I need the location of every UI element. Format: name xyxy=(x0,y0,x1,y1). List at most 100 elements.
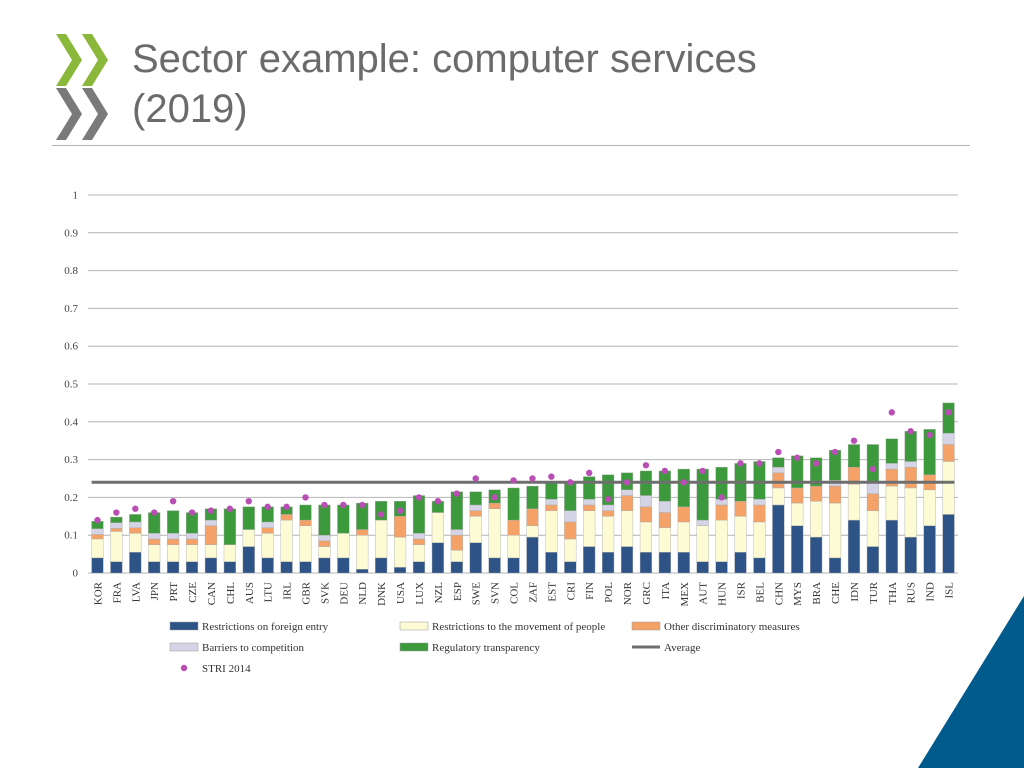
x-tick-label: LUX xyxy=(414,582,426,605)
bar-stack xyxy=(885,438,898,574)
y-tick-label: 0.5 xyxy=(64,379,78,391)
stri-2014-marker xyxy=(775,448,782,456)
bar-stack xyxy=(129,514,142,574)
x-tick-label: CRI xyxy=(565,582,577,601)
oecd-logo xyxy=(56,34,108,140)
y-tick-label: 0.1 xyxy=(64,530,78,542)
bar-segment-regulatory-transparency xyxy=(923,429,936,475)
x-tick-label: EST xyxy=(546,582,558,602)
stri-2014-marker xyxy=(794,454,801,461)
x-tick-label: JPN xyxy=(149,582,161,600)
stri-2014-marker xyxy=(510,477,517,484)
stri-2014-marker xyxy=(623,479,631,486)
x-tick-label: THA xyxy=(887,582,899,605)
legend-label: Other discriminatory measures xyxy=(664,621,800,633)
x-tick-label: COL xyxy=(509,582,521,604)
oecd-logo-green-chevron xyxy=(82,34,108,86)
stri-2014-markers xyxy=(94,409,952,524)
bar-stack xyxy=(772,457,785,574)
x-tick-label: IND xyxy=(925,582,937,602)
slide-title: Sector example: computer services (2019) xyxy=(132,37,757,131)
bar-stack xyxy=(545,482,558,574)
stri-2014-marker xyxy=(113,509,120,516)
bar-segment-regulatory-transparency xyxy=(677,468,690,508)
stri-2014-marker xyxy=(945,409,952,416)
legend-item: STRI 2014 xyxy=(180,663,251,675)
x-tick-label: MYS xyxy=(792,582,804,606)
bar-stack xyxy=(375,500,388,574)
bar-stack xyxy=(866,444,879,574)
x-tick-label: LVA xyxy=(130,582,142,602)
y-tick-label: 0.4 xyxy=(64,416,78,428)
bar-stack xyxy=(110,516,123,574)
x-tick-label: CHL xyxy=(225,582,237,604)
x-tick-label: HUN xyxy=(717,582,729,606)
x-tick-label: ISR xyxy=(736,581,748,599)
stri-2014-marker xyxy=(396,507,404,514)
bar-segment-regulatory-transparency xyxy=(375,500,388,521)
stri-2014-marker xyxy=(132,505,139,512)
bar-segment-regulatory-transparency xyxy=(602,474,615,506)
x-axis-country-labels: KOR FRA LVA JPN PRT CZE CAN CHL AUS LTU IRL GBR SVK D… xyxy=(92,581,955,606)
bar-stack xyxy=(318,504,331,574)
y-tick-label: 0.3 xyxy=(64,454,78,466)
bar-stack xyxy=(450,491,463,574)
x-tick-label: ISL xyxy=(944,582,956,599)
stri-2014-marker xyxy=(434,497,442,505)
bar-segment-regulatory-transparency xyxy=(299,504,312,521)
legend-label: Average xyxy=(664,642,701,654)
bar-segment-regulatory-transparency xyxy=(469,491,482,506)
y-tick-label: 0 xyxy=(73,568,79,580)
bar-stack xyxy=(602,474,615,574)
bar-segment-regulatory-transparency xyxy=(167,510,180,534)
stri-2014-marker xyxy=(226,505,234,512)
bar-segment-regulatory-transparency xyxy=(942,402,955,434)
blue-corner-triangle xyxy=(918,596,1024,768)
stri-2014-marker xyxy=(359,501,366,509)
stri-2014-marker xyxy=(340,501,347,509)
legend-label: Restrictions to the movement of people xyxy=(432,621,605,633)
y-tick-label: 0.6 xyxy=(64,341,78,353)
stri-2014-marker xyxy=(907,428,914,435)
title-divider xyxy=(52,145,970,146)
stri-2014-marker xyxy=(453,490,461,497)
x-tick-label: ZAF xyxy=(527,582,539,603)
x-tick-label: LTU xyxy=(263,582,275,602)
stri-2014-marker xyxy=(321,501,328,509)
stri-2014-marker xyxy=(756,460,763,467)
y-tick-label: 0.7 xyxy=(64,303,78,315)
x-tick-label: DEU xyxy=(338,582,350,605)
y-tick-label: 0.9 xyxy=(64,227,78,239)
stri-2014-marker xyxy=(150,509,158,516)
x-tick-label: DNK xyxy=(376,582,388,606)
stri-2014-marker xyxy=(472,475,479,482)
x-tick-label: CZE xyxy=(187,582,199,603)
y-tick-label: 0.8 xyxy=(64,265,78,277)
stri-2014-marker xyxy=(264,503,271,511)
bar-segment-regulatory-transparency xyxy=(110,516,123,523)
x-tick-label: SVK xyxy=(319,582,331,604)
stri-2014-marker xyxy=(283,503,290,511)
bar-stack xyxy=(677,468,690,574)
bar-stack xyxy=(91,521,104,574)
bar-segment-regulatory-transparency xyxy=(847,444,861,468)
bar-stack xyxy=(583,476,596,574)
legend-item: Average xyxy=(632,642,701,654)
stri-2014-marker xyxy=(888,409,896,416)
stri-2014-marker xyxy=(699,467,706,475)
bar-segment-regulatory-transparency xyxy=(507,487,520,521)
legend-label: Barriers to competition xyxy=(202,642,305,654)
bar-stack xyxy=(904,431,917,574)
bar-segment-regulatory-transparency xyxy=(129,514,142,523)
legend-item: Other discriminatory measures xyxy=(631,621,800,633)
y-tick-label: 0.2 xyxy=(64,492,78,504)
stri-2014-marker xyxy=(529,475,536,482)
x-tick-label: NZL xyxy=(433,582,445,604)
legend-swatch xyxy=(169,621,199,631)
stri-2014-marker xyxy=(415,494,423,501)
stri-2014-marker xyxy=(377,511,385,518)
stri-2014-marker xyxy=(737,460,744,467)
legend-swatch xyxy=(399,621,429,631)
